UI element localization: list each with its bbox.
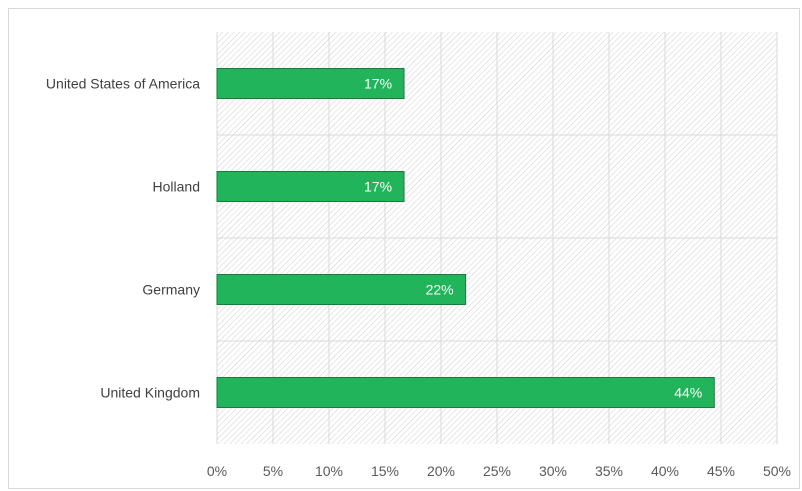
x-tick-label: 50% (763, 463, 791, 479)
x-tick-label: 35% (595, 463, 623, 479)
x-tick-label: 40% (651, 463, 679, 479)
category-label: United Kingdom (100, 385, 200, 401)
category-label: United States of America (46, 76, 200, 92)
bar (216, 377, 715, 408)
x-tick-label: 10% (315, 463, 343, 479)
data-label: 17% (364, 179, 392, 195)
x-tick-label: 15% (371, 463, 399, 479)
data-label: 17% (364, 76, 392, 92)
x-tick-label: 30% (539, 463, 567, 479)
data-label: 22% (426, 282, 454, 298)
x-tick-label: 0% (207, 463, 227, 479)
bar (216, 274, 467, 305)
x-tick-label: 20% (427, 463, 455, 479)
x-tick-label: 5% (263, 463, 283, 479)
bar (216, 68, 405, 99)
data-label: 44% (674, 385, 702, 401)
category-label: Germany (142, 282, 200, 298)
x-tick-label: 25% (483, 463, 511, 479)
bar (216, 171, 405, 202)
x-tick-label: 45% (707, 463, 735, 479)
category-label: Holland (153, 179, 200, 195)
